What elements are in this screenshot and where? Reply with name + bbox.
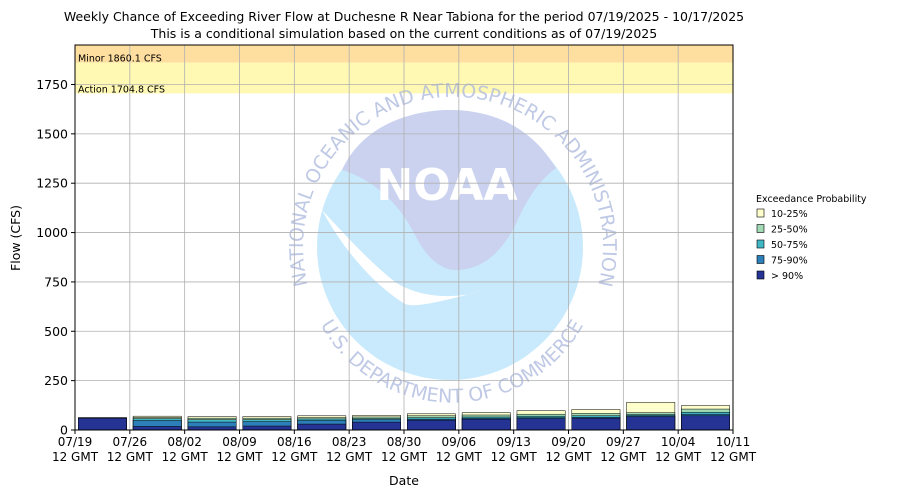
x-tick-label: 09/20 [551,435,586,449]
legend-label: 10-25% [771,209,808,220]
x-tick-label-time: 12 GMT [710,450,757,464]
legend-swatch-75-90 [756,255,765,264]
y-tick-label: 1500 [36,126,68,141]
threshold-label-action: Action 1704.8 CFS [78,84,165,95]
bar-90-08-16 [297,423,347,431]
x-tick-label-time: 12 GMT [326,450,373,464]
legend: Exceedance Probability 10-25% 25-50% 50-75… [756,194,867,282]
bars [78,402,730,431]
bar-90-09-06 [461,418,511,431]
noaa-logo-text: NOAA [376,160,517,211]
x-axis-label: Date [389,473,419,488]
x-tick-label-time: 12 GMT [436,450,483,464]
x-tick-label-time: 12 GMT [545,450,592,464]
legend-title: Exceedance Probability [756,194,867,205]
x-tick-label: 08/30 [387,435,422,449]
bar-90-07-26 [132,426,182,431]
y-tick-label: 750 [44,274,68,289]
bar-90-08-23 [352,421,401,431]
chart-subtitle: This is a conditional simulation based o… [150,26,657,41]
x-tick-label: 08/02 [167,435,202,449]
legend-label: 75-90% [771,256,808,267]
x-tick-label-time: 12 GMT [655,450,702,464]
bar-90-08-30 [407,419,456,431]
y-tick-label: 1000 [36,225,68,240]
noaa-watermark: NOAA NATIONAL OCEANIC AND ATMOSPHERIC AD… [286,80,620,408]
bar-90-09-20 [571,417,621,431]
y-tick-label: 1250 [36,176,68,191]
bar-90-10-04 [681,415,730,431]
y-tick-label: 1750 [36,77,68,92]
threshold-labels: Minor 1860.1 CFS Action 1704.8 CFS [78,54,165,96]
x-tick-label: 09/27 [606,435,641,449]
x-tick-label-time: 12 GMT [216,450,263,464]
chart-title: Weekly Chance of Exceeding River Flow at… [64,9,744,24]
x-tick-label: 07/26 [113,435,148,449]
y-axis-label: Flow (CFS) [8,205,23,271]
x-tick-label: 07/19 [58,435,93,449]
y-tick-label: 0 [60,423,68,438]
x-tick-label-time: 12 GMT [600,450,647,464]
y-tick-label: 500 [44,324,68,339]
x-tick-label-time: 12 GMT [491,450,538,464]
x-tick-label-time: 12 GMT [381,450,428,464]
x-tick-label: 10/04 [661,435,696,449]
x-tick-label-time: 12 GMT [271,450,318,464]
x-tick-label-time: 12 GMT [52,450,99,464]
y-tick-label: 250 [44,373,68,388]
legend-label: 50-75% [771,240,808,251]
bar-90-07-19 [78,417,127,431]
threshold-label-minor: Minor 1860.1 CFS [78,54,162,65]
legend-swatch-10-25 [756,208,765,218]
x-tick-label: 10/11 [716,435,751,449]
x-tick-label: 08/16 [277,435,312,449]
legend-swatch-50-75 [756,239,765,249]
legend-label: > 90% [771,271,803,282]
grid [74,45,734,431]
x-tick-label-time: 12 GMT [107,450,154,464]
x-tick-label: 08/23 [332,435,367,449]
bar-90-09-13 [516,418,566,431]
y-axis: 0 250 500 750 1000 1250 1500 1750 [36,77,75,438]
x-tick-label-time: 12 GMT [162,450,209,464]
legend-swatch-90 [756,270,765,280]
x-tick-label: 09/06 [442,435,477,449]
bar-90-08-09 [242,425,292,431]
legend-swatch-25-50 [756,224,765,233]
x-tick-label: 09/13 [496,435,531,449]
x-tick-label: 08/09 [222,435,257,449]
bar-90-09-27 [626,416,676,431]
legend-label: 25-50% [771,225,808,236]
